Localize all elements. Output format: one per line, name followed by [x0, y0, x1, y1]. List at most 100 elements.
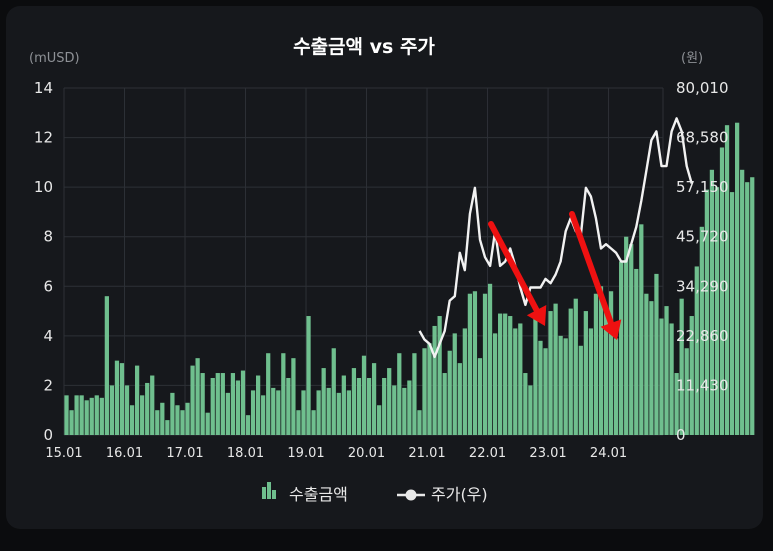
bar	[326, 387, 331, 435]
bar	[387, 368, 392, 435]
bar	[447, 350, 452, 435]
bar	[271, 387, 276, 435]
bar	[94, 395, 99, 435]
bar	[382, 377, 387, 435]
right-tick-label: 11,430	[676, 376, 729, 394]
bar	[508, 316, 513, 435]
bar	[553, 303, 558, 435]
x-tick-label: 19.01	[287, 446, 324, 461]
bar	[160, 402, 165, 435]
bar	[588, 328, 594, 435]
right-tick-label: 57,150	[676, 178, 729, 196]
bar	[422, 348, 427, 435]
arrow-head	[600, 319, 622, 340]
bar	[684, 348, 689, 435]
bar	[316, 390, 321, 435]
bar	[124, 385, 130, 435]
bar	[215, 373, 220, 435]
bar	[528, 385, 533, 435]
legend-item-bars: 수출금액	[262, 482, 348, 504]
bar	[598, 286, 604, 435]
legend: 수출금액 주가(우)	[262, 482, 488, 504]
right-tick-label: 34,290	[676, 277, 729, 295]
x-tick-label: 23.01	[529, 446, 566, 461]
bar	[230, 373, 236, 435]
bar	[281, 353, 286, 435]
bar	[583, 311, 588, 435]
bar	[170, 392, 175, 435]
bar	[245, 415, 251, 435]
right-tick-label: 45,720	[676, 228, 729, 246]
bar	[155, 410, 160, 435]
bar	[185, 402, 190, 435]
legend-dot-icon	[405, 489, 417, 501]
bar	[296, 410, 301, 435]
bar	[689, 316, 694, 435]
bar	[538, 340, 543, 435]
annotation-arrows	[488, 211, 622, 340]
bar	[377, 405, 382, 435]
bar	[140, 395, 145, 435]
bar	[392, 385, 397, 435]
bar	[669, 323, 674, 435]
bar	[619, 261, 624, 435]
legend-label: 주가(우)	[431, 485, 488, 504]
bar	[558, 335, 563, 435]
bar	[286, 377, 291, 435]
bar	[89, 397, 94, 435]
bar	[361, 355, 367, 435]
right-tick-label: 0	[676, 426, 686, 444]
bar	[180, 410, 185, 435]
bar	[709, 169, 715, 436]
legend-bar-icon	[267, 482, 271, 499]
bar	[301, 390, 306, 435]
left-tick-label: 2	[43, 376, 53, 394]
bar	[109, 385, 115, 435]
bar	[724, 125, 730, 435]
left-axis-unit: (mUSD)	[29, 51, 80, 66]
bar	[523, 373, 528, 435]
chart-title: 수출금액 vs 주가	[293, 36, 435, 58]
bar	[190, 365, 195, 435]
bar	[568, 308, 573, 435]
bar	[477, 358, 483, 435]
bar	[740, 169, 745, 436]
bar	[407, 380, 412, 435]
chart-card	[6, 6, 763, 529]
right-tick-label: 80,010	[676, 79, 729, 97]
red-arrow-annotation	[488, 221, 547, 326]
bar	[64, 395, 69, 435]
bar	[341, 375, 346, 435]
bar	[487, 283, 493, 435]
bar	[578, 345, 583, 435]
bar	[513, 328, 518, 435]
bar	[119, 363, 125, 435]
bar	[150, 375, 155, 435]
bar	[114, 360, 120, 435]
right-tick-label: 22,860	[676, 327, 729, 345]
bar	[518, 323, 523, 435]
bar	[195, 358, 200, 435]
bar	[331, 348, 336, 435]
right-axis: 0 11,430 22,860 34,290 45,720 57,150 68,580 80,…	[676, 79, 729, 444]
x-tick-label: 17.01	[166, 446, 203, 461]
bar	[719, 147, 725, 435]
bar	[664, 306, 669, 435]
bar	[634, 268, 639, 435]
bar	[437, 316, 442, 435]
bar	[427, 343, 432, 435]
bar	[694, 266, 699, 435]
bar	[240, 370, 246, 435]
legend-item-line: 주가(우)	[397, 485, 488, 504]
left-tick-label: 0	[43, 426, 53, 444]
arrow-shaft	[569, 211, 614, 327]
bar	[745, 182, 750, 435]
x-tick-label: 22.01	[469, 446, 506, 461]
bar-series	[64, 122, 755, 436]
bar	[462, 328, 467, 435]
bar	[250, 390, 256, 435]
bar	[734, 122, 740, 435]
bar	[608, 291, 614, 435]
bar	[548, 311, 553, 435]
